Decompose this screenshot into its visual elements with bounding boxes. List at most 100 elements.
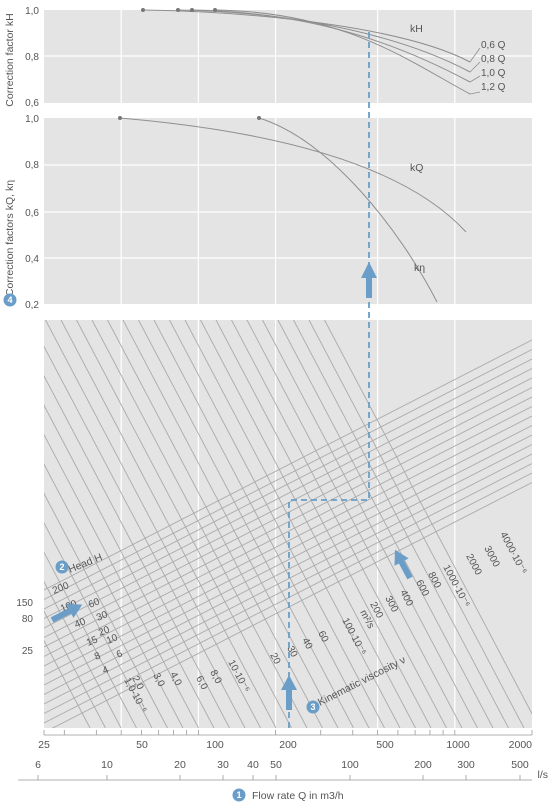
kh-series-label: 1,0 Q (481, 68, 506, 79)
x2-unit: l/s (538, 769, 549, 781)
x2-tick-label: 30 (217, 759, 229, 771)
head-line (44, 387, 532, 638)
x-tick-label: 2000 (509, 739, 533, 751)
head-line (51, 482, 532, 728)
kh-ytick: 0,8 (25, 52, 39, 63)
svg-text:3: 3 (310, 702, 315, 712)
kh-series-label: 1,2 Q (481, 82, 506, 93)
correction-curves (118, 8, 481, 303)
x-tick-label: 500 (376, 739, 394, 751)
kq-curve-label: kQ (410, 162, 423, 174)
kh-curve-label: kH (410, 23, 423, 35)
badge-2: 2 (55, 560, 69, 574)
x2-tick-label: 50 (270, 759, 282, 771)
head-line (44, 339, 532, 591)
kh-leader (469, 75, 481, 83)
kq-curve-start (118, 116, 122, 120)
x2-ticks (37, 775, 521, 780)
x-tick-label: 200 (279, 739, 297, 751)
viscosity-line (169, 320, 385, 728)
x2-tick-label: 40 (247, 759, 259, 771)
head-arrow (50, 603, 83, 623)
viscosity-line (107, 320, 323, 728)
kh-leader (469, 61, 481, 73)
x-axis-label: Flow rate Q in m3/h (252, 790, 344, 802)
head-value: 6 (115, 648, 125, 660)
viscosity-line (184, 320, 401, 728)
head-line (44, 406, 532, 657)
kq-ytick: 0,4 (25, 254, 39, 265)
viscosity-line (44, 492, 168, 728)
head-value: 4 (101, 664, 111, 676)
head-line (44, 444, 532, 695)
head-ytick: 150 (16, 598, 33, 609)
viscosity-line (44, 551, 137, 728)
viscosity-line (44, 404, 215, 728)
svg-text:2: 2 (59, 562, 64, 572)
viscosity-line (122, 320, 339, 728)
kq-ylabel: Correction factors kQ, kη (4, 180, 16, 296)
head-value: 40 (73, 616, 88, 631)
viscosity-line (91, 320, 308, 728)
x-tick-label: 1000 (446, 739, 470, 751)
viscosity-line (246, 320, 463, 728)
kq-ytick: 0,8 (25, 160, 39, 171)
kh-curve-start (176, 8, 180, 12)
keta-curve-label: kη (414, 262, 425, 274)
viscosity-line (44, 345, 246, 728)
x2-tick-label: 200 (414, 759, 432, 771)
head-line (44, 368, 532, 619)
badge-3: 3 (306, 700, 320, 714)
x-ticks (43, 730, 533, 735)
head-value: 8 (93, 650, 103, 662)
kh-series-label: 0,6 Q (481, 40, 506, 51)
head-value: 60 (87, 596, 102, 611)
diagonal-group (44, 320, 532, 728)
head-line (44, 415, 532, 667)
x-tick-label: 100 (206, 739, 224, 751)
head-value: 30 (95, 609, 110, 624)
viscosity-value: 60 (315, 629, 330, 644)
x-tick-label: 25 (38, 739, 50, 751)
kq-ytick: 0,6 (25, 208, 39, 219)
head-line (44, 434, 532, 686)
x2-tick-label: 500 (511, 759, 529, 771)
kh-curve (142, 9, 471, 63)
head-ytick: 25 (22, 646, 34, 657)
kh-curve (177, 9, 471, 73)
kh-leader (469, 47, 481, 63)
head-line (44, 472, 532, 724)
viscosity-line (138, 320, 354, 728)
svg-text:1: 1 (236, 790, 241, 800)
viscosity-arrow (394, 549, 413, 580)
svg-text:4: 4 (7, 295, 12, 305)
keta-curve-start (257, 116, 261, 120)
x2-tick-label: 10 (101, 759, 113, 771)
head-value: 10 (105, 632, 120, 647)
up-arrow-bottom (281, 675, 297, 710)
kq-panel (44, 118, 532, 304)
badge-4: 4 (3, 293, 17, 307)
kh-curve-start (141, 8, 145, 12)
kh-series-label: 0,8 Q (481, 54, 506, 65)
kh-curve-start (190, 8, 194, 12)
x2-tick-label: 20 (174, 759, 186, 771)
viscosity-line (60, 320, 277, 728)
viscosity-line (44, 463, 184, 728)
head-line (44, 463, 532, 714)
head-line (44, 425, 532, 676)
kh-curve-start (213, 8, 217, 12)
kq-ytick: 0,2 (25, 300, 39, 311)
viscosity-line (44, 433, 199, 728)
x2-tick-label: 100 (341, 759, 359, 771)
viscosity-line (44, 522, 153, 728)
kh-leader (469, 91, 481, 95)
kh-ytick: 0,6 (25, 98, 39, 109)
viscosity-line (76, 320, 292, 728)
viscosity-line (44, 580, 122, 728)
x2-tick-label: 300 (457, 759, 475, 771)
viscosity-line (308, 320, 525, 728)
kh-curve (214, 9, 471, 95)
viscosity-value: 20 (267, 651, 282, 666)
